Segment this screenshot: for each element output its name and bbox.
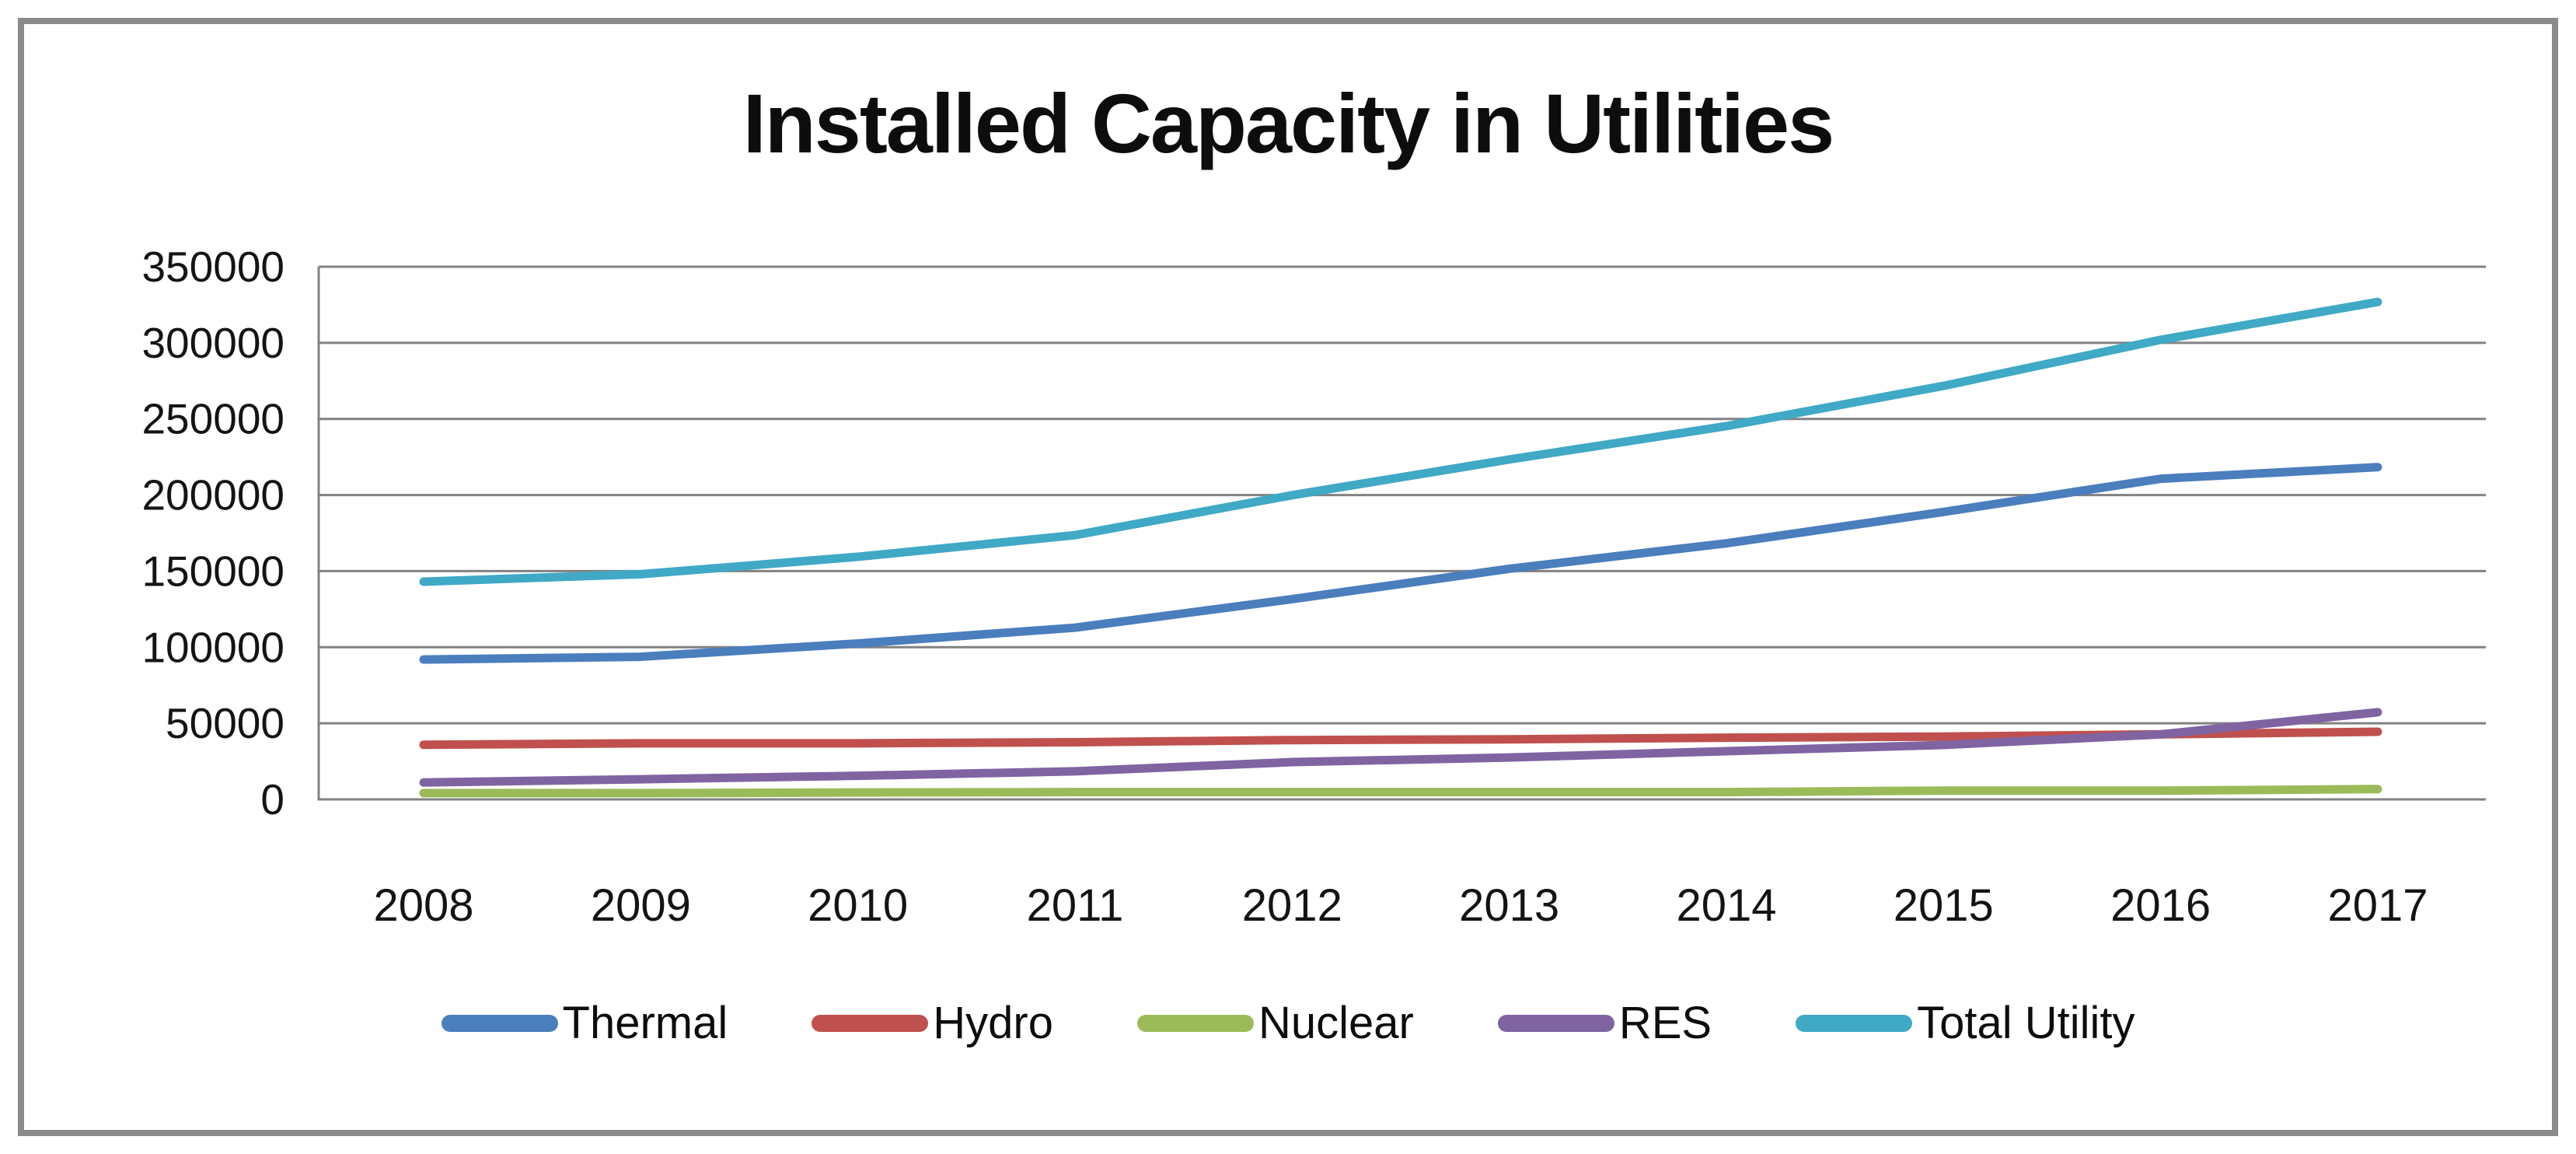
x-tick-label: 2016: [2110, 880, 2211, 931]
legend: Thermal Hydro Nuclear RES Total Utility: [0, 997, 2576, 1049]
legend-label: Thermal: [562, 998, 728, 1048]
y-tick-label: 150000: [141, 547, 284, 595]
series-line-nuclear: [419, 785, 2382, 798]
legend-swatch-icon: [812, 1014, 929, 1032]
legend-item-total-utility: Total Utility: [1796, 997, 2134, 1049]
y-tick-label: 250000: [141, 395, 284, 443]
y-tick-label: 350000: [141, 243, 284, 291]
legend-swatch-icon: [1136, 1014, 1254, 1032]
x-tick-label: 2013: [1459, 880, 1559, 931]
legend-swatch-icon: [1497, 1014, 1614, 1032]
x-tick-label: 2017: [2327, 880, 2428, 931]
legend-item-res: RES: [1497, 997, 1712, 1049]
legend-label: Nuclear: [1258, 998, 1414, 1048]
x-tick-label: 2012: [1242, 880, 1342, 931]
legend-label: RES: [1618, 998, 1712, 1048]
y-tick-label: 0: [260, 775, 284, 824]
y-tick-label: 300000: [141, 319, 284, 367]
x-tick-label: 2014: [1676, 880, 1776, 931]
y-tick-label: 100000: [141, 623, 284, 671]
legend-swatch-icon: [441, 1014, 558, 1032]
x-tick-label: 2009: [591, 880, 691, 931]
legend-label: Total Utility: [1917, 998, 2135, 1048]
chart-title: Installed Capacity in Utilities: [742, 76, 1834, 170]
y-tick-label: 200000: [141, 471, 284, 519]
series-line-thermal: [419, 463, 2382, 664]
legend-label: Hydro: [933, 998, 1053, 1048]
x-tick-label: 2011: [1027, 880, 1124, 931]
legend-item-nuclear: Nuclear: [1136, 997, 1414, 1049]
series-line-total-utility: [419, 297, 2382, 586]
y-tick-label: 50000: [166, 699, 284, 747]
legend-item-thermal: Thermal: [441, 997, 728, 1049]
legend-item-hydro: Hydro: [812, 997, 1053, 1049]
x-tick-label: 2008: [373, 880, 473, 931]
series-line-res: [419, 708, 2382, 787]
x-tick-label: 2015: [1894, 880, 1994, 931]
legend-swatch-icon: [1796, 1014, 1913, 1032]
x-tick-label: 2010: [808, 880, 908, 931]
